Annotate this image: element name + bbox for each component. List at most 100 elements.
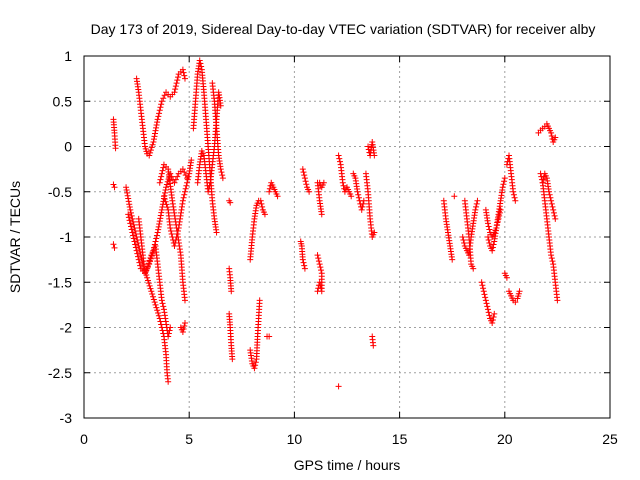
data-point: [174, 74, 181, 81]
data-point: [371, 229, 378, 236]
data-point: [483, 300, 490, 307]
data-point: [165, 330, 172, 337]
data-point: [217, 166, 224, 173]
data-point: [133, 247, 140, 254]
data-point: [149, 291, 156, 298]
data-point: [301, 175, 308, 182]
data-point: [135, 256, 142, 263]
data-point: [154, 229, 161, 236]
series-arc-41: [503, 152, 519, 204]
data-point: [449, 256, 456, 263]
data-point: [167, 324, 174, 331]
data-point: [144, 265, 151, 272]
x-tick-label: 5: [185, 431, 193, 447]
series-arc-6: [133, 66, 188, 159]
data-point: [181, 169, 188, 176]
data-point: [157, 318, 164, 325]
data-point: [163, 181, 170, 188]
data-point: [257, 197, 264, 204]
data-point: [150, 136, 157, 143]
data-point: [156, 315, 163, 322]
data-point: [163, 201, 170, 208]
data-point: [132, 244, 139, 251]
x-axis-label: GPS time / hours: [294, 457, 401, 473]
data-point: [181, 322, 188, 329]
series-arc-40: [501, 270, 510, 281]
data-point: [274, 193, 281, 200]
data-point: [181, 297, 188, 304]
data-point: [181, 319, 188, 326]
data-point: [168, 230, 175, 237]
series-arc-11: [190, 57, 220, 236]
data-point: [179, 197, 186, 204]
data-point: [154, 307, 161, 314]
y-tick-label: -2: [60, 320, 73, 336]
data-point: [486, 312, 493, 319]
data-point: [359, 203, 366, 210]
data-point: [174, 173, 181, 180]
data-point: [479, 282, 486, 289]
data-point: [181, 188, 188, 195]
data-point: [160, 95, 167, 102]
data-point: [152, 130, 159, 137]
data-point: [316, 279, 323, 286]
data-point: [181, 72, 188, 79]
data-point: [181, 191, 188, 198]
data-point: [228, 288, 235, 295]
data-point: [510, 191, 517, 198]
data-point: [481, 291, 488, 298]
data-point: [159, 167, 166, 174]
data-point: [548, 129, 555, 136]
series-arc-31: [365, 138, 378, 159]
series-arc-18: [247, 297, 263, 372]
data-point: [153, 235, 160, 242]
data-point: [155, 312, 162, 319]
data-point: [552, 134, 559, 141]
data-point: [259, 203, 266, 210]
data-point: [151, 299, 158, 306]
data-point: [300, 259, 307, 266]
data-point: [299, 256, 306, 263]
data-point: [489, 319, 496, 326]
series-arc-27: [335, 152, 355, 200]
data-point: [299, 166, 306, 173]
data-point: [303, 181, 310, 188]
series-arc-17: [247, 197, 262, 263]
data-point: [355, 191, 362, 198]
data-point: [156, 179, 163, 186]
data-point: [300, 169, 307, 176]
series-arc-7: [135, 215, 174, 340]
data-point: [125, 198, 132, 205]
data-point: [548, 255, 555, 262]
data-point: [266, 185, 273, 192]
chart-title: Day 173 of 2019, Sidereal Day-to-day VTE…: [91, 21, 596, 37]
data-point: [490, 241, 497, 248]
data-point: [317, 264, 324, 271]
data-point: [155, 223, 162, 230]
data-point: [144, 277, 151, 284]
grid: [84, 56, 610, 418]
data-point: [219, 172, 226, 179]
data-point: [157, 212, 164, 219]
data-point: [179, 66, 186, 73]
axis-ticks: 0 5 10 15 20 25 -3 -2.5 -2 -1.5 -1 -0.5 0 0.5 1: [48, 48, 618, 447]
data-point: [229, 356, 236, 363]
data-point: [484, 306, 491, 313]
data-point: [358, 206, 365, 213]
data-point: [480, 288, 487, 295]
data-point: [188, 157, 195, 164]
x-tick-label: 10: [287, 431, 303, 447]
data-point: [485, 309, 492, 316]
series-arc-23: [299, 166, 313, 195]
series-arc-2: [110, 181, 118, 191]
data-point: [251, 365, 258, 372]
y-tick-label: 0: [64, 139, 72, 155]
data-point: [167, 227, 174, 234]
data-point: [489, 247, 496, 254]
data-point: [149, 141, 156, 148]
data-point: [185, 173, 192, 180]
data-point: [460, 237, 467, 244]
data-point: [485, 237, 492, 244]
plot-frame: [83, 55, 611, 419]
